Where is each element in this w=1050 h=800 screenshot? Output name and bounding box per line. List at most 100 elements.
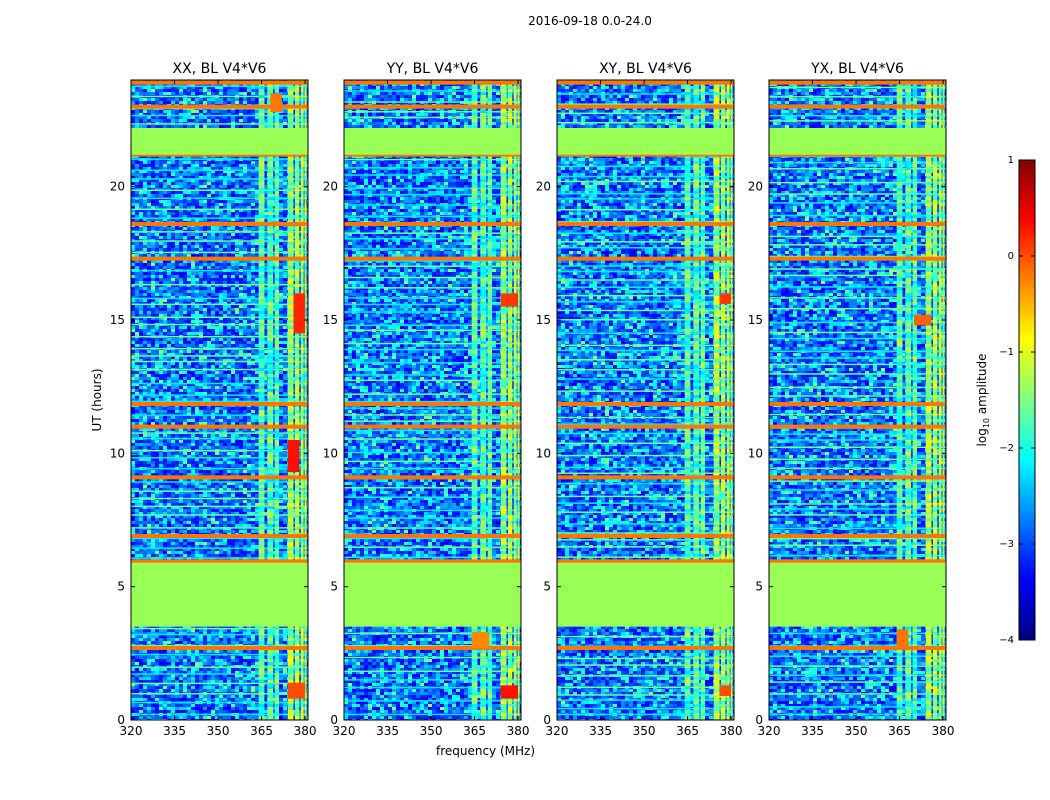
y-tick-label: 15: [536, 313, 551, 327]
x-tick-label: 350: [207, 724, 230, 738]
x-tick-label: 335: [376, 724, 399, 738]
colorbar-tick-label: −1: [999, 347, 1014, 358]
x-tick-label: 350: [633, 724, 656, 738]
rfi-row: [344, 534, 521, 538]
peak-region: [500, 685, 519, 699]
rfi-row: [344, 256, 521, 261]
panel-title: YX, BL V4*V6: [810, 61, 904, 77]
panel-title: YY, BL V4*V6: [386, 61, 479, 77]
rfi-row: [344, 646, 521, 650]
y-tick-label: 20: [536, 180, 551, 194]
y-tick-label: 15: [748, 313, 763, 327]
axes-frame: [768, 79, 947, 721]
y-tick-label: 10: [110, 446, 125, 460]
heatmap-cells: [769, 80, 946, 720]
flagged-band: [131, 128, 308, 155]
rfi-row: [557, 475, 734, 480]
heatmap-cells: [557, 80, 734, 720]
x-tick-label: 320: [758, 724, 781, 738]
x-tick-label: 350: [845, 724, 868, 738]
flagged-band: [344, 562, 521, 627]
y-tick-label: 10: [536, 446, 551, 460]
rfi-row: [769, 256, 946, 261]
rfi-row: [344, 424, 521, 429]
rfi-row: [769, 559, 946, 564]
rfi-row: [131, 80, 308, 85]
y-tick-label: 5: [755, 580, 763, 594]
rfi-row: [131, 222, 308, 226]
peak-region: [896, 629, 909, 648]
y-tick-label: 5: [117, 580, 125, 594]
x-tick-label: 380: [294, 724, 317, 738]
flagged-band: [769, 128, 946, 155]
rfi-row: [344, 559, 521, 564]
rfi-row: [344, 475, 521, 480]
y-tick-label: 10: [748, 446, 763, 460]
flagged-band: [344, 128, 521, 155]
colorbar-tick-label: 1: [1008, 155, 1014, 166]
y-tick-label: 20: [110, 180, 125, 194]
rfi-row: [557, 80, 734, 85]
colorbar-tick-label: −2: [999, 443, 1014, 454]
y-tick-label: 15: [323, 313, 338, 327]
axes-frame: [556, 79, 735, 721]
axes-frame: [343, 79, 522, 721]
y-tick-label: 15: [110, 313, 125, 327]
rfi-row: [769, 80, 946, 85]
peak-region: [270, 93, 282, 112]
heatmap-cells: [344, 80, 521, 720]
y-tick-label: 20: [323, 180, 338, 194]
y-tick-label: 0: [543, 713, 551, 727]
peak-region: [719, 685, 732, 696]
x-tick-label: 380: [507, 724, 530, 738]
rfi-row: [344, 104, 521, 109]
peak-region: [914, 314, 932, 326]
rfi-row: [131, 256, 308, 261]
rfi-row: [131, 402, 308, 406]
heatmap-panel-1: XX, BL V4*V6 320 335 350 365 380 0 5 10 15 20 UT (h…: [90, 61, 317, 738]
flagged-band: [557, 128, 734, 155]
y-tick-label: 10: [323, 446, 338, 460]
x-tick-label: 320: [120, 724, 143, 738]
peak-region: [287, 440, 300, 472]
y-tick-label: 0: [330, 713, 338, 727]
rfi-row: [557, 646, 734, 650]
x-tick-label: 335: [163, 724, 186, 738]
peak-region: [500, 293, 519, 307]
rfi-row: [557, 256, 734, 261]
rfi-row: [557, 424, 734, 429]
rfi-row: [769, 646, 946, 650]
rfi-row: [344, 222, 521, 226]
rfi-row: [769, 475, 946, 480]
colorbar-tick-label: −3: [999, 539, 1014, 550]
x-axis-label: frequency (MHz): [436, 744, 535, 758]
heatmap-panel-4: YX, BL V4*V6 320 335 350 365 380 0 5 10 15 20: [748, 61, 955, 738]
rfi-row: [557, 222, 734, 226]
rfi-row: [557, 402, 734, 406]
colorbar-tick-label: −4: [999, 635, 1014, 646]
rfi-row: [557, 559, 734, 564]
peak-region: [287, 682, 306, 699]
rfi-row: [344, 80, 521, 85]
flagged-band: [557, 562, 734, 627]
x-tick-label: 320: [546, 724, 569, 738]
x-tick-label: 350: [420, 724, 443, 738]
rfi-row: [769, 104, 946, 109]
rfi-row: [769, 402, 946, 406]
peak-region: [471, 632, 490, 648]
y-tick-label: 20: [748, 180, 763, 194]
rfi-row: [769, 424, 946, 429]
x-tick-label: 365: [676, 724, 699, 738]
rfi-row: [557, 534, 734, 538]
colorbar-label: log10 amplitude: [975, 354, 991, 447]
rfi-row: [131, 646, 308, 650]
rfi-row: [131, 534, 308, 538]
panel-title: XY, BL V4*V6: [599, 61, 692, 77]
rfi-row: [769, 222, 946, 226]
peak-region: [719, 293, 732, 304]
x-tick-label: 365: [463, 724, 486, 738]
x-tick-label: 365: [888, 724, 911, 738]
rfi-row: [769, 534, 946, 538]
figure-suptitle: 2016-09-18 0.0-24.0: [0, 14, 1050, 28]
colorbar-tick-label: 0: [1008, 251, 1014, 262]
